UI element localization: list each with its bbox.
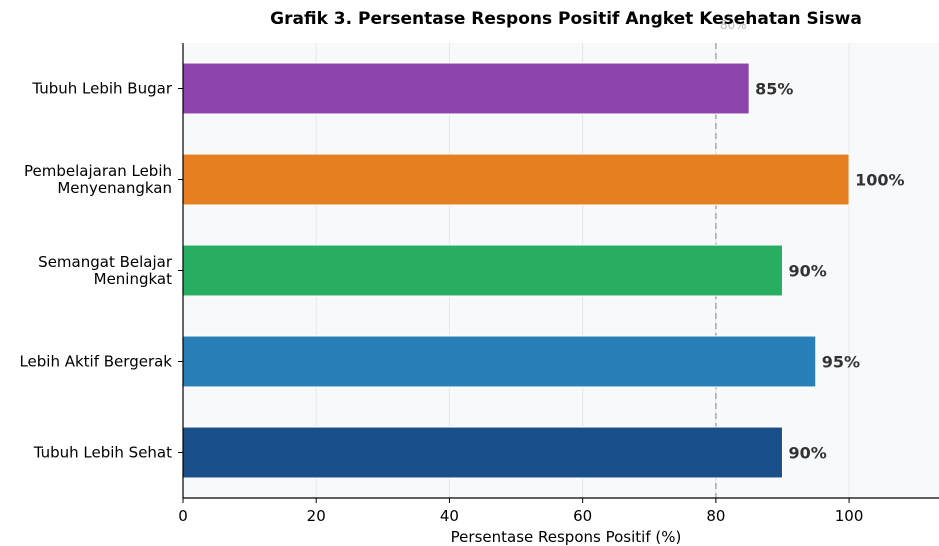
x-axis-label: Persentase Respons Positif (%) <box>451 528 682 546</box>
bar-2 <box>182 244 783 297</box>
category-label-1-0: Pembelajaran Lebih <box>24 162 172 180</box>
reference-line-group: 80% <box>715 18 747 498</box>
data-labels: 85% 100% 90% 95% 90% <box>755 80 904 463</box>
category-label-2-0: Semangat Belajar <box>38 253 173 271</box>
category-label-3-0: Lebih Aktif Bergerak <box>19 353 172 371</box>
data-label-0: 85% <box>755 80 793 99</box>
bars <box>182 62 850 479</box>
x-tick-label-3: 60 <box>573 507 592 525</box>
category-label-2-1: Meningkat <box>94 270 172 288</box>
x-tick-label-2: 40 <box>440 507 459 525</box>
data-label-2: 90% <box>788 262 826 281</box>
category-labels: Tubuh Lebih Bugar Pembelajaran LebihMenye… <box>19 80 183 462</box>
x-tick-label-5: 100 <box>835 507 864 525</box>
x-ticks: 0 20 40 60 80 100 <box>178 498 863 525</box>
bar-1 <box>182 153 850 206</box>
data-label-3: 95% <box>822 353 860 372</box>
category-label-4-0: Tubuh Lebih Sehat <box>33 444 172 462</box>
bar-4 <box>182 426 783 479</box>
category-label-1-1: Menyenangkan <box>57 179 172 197</box>
bar-0 <box>182 62 750 115</box>
data-label-4: 90% <box>788 444 826 463</box>
data-label-1: 100% <box>855 171 904 190</box>
x-tick-label-1: 20 <box>307 507 326 525</box>
bar-3 <box>182 335 817 388</box>
x-tick-label-4: 80 <box>706 507 725 525</box>
reference-line-label: 80% <box>720 18 747 32</box>
x-tick-label-0: 0 <box>178 507 188 525</box>
chart-title: Grafik 3. Persentase Respons Positif Ang… <box>270 9 862 29</box>
category-label-0-0: Tubuh Lebih Bugar <box>31 80 172 98</box>
